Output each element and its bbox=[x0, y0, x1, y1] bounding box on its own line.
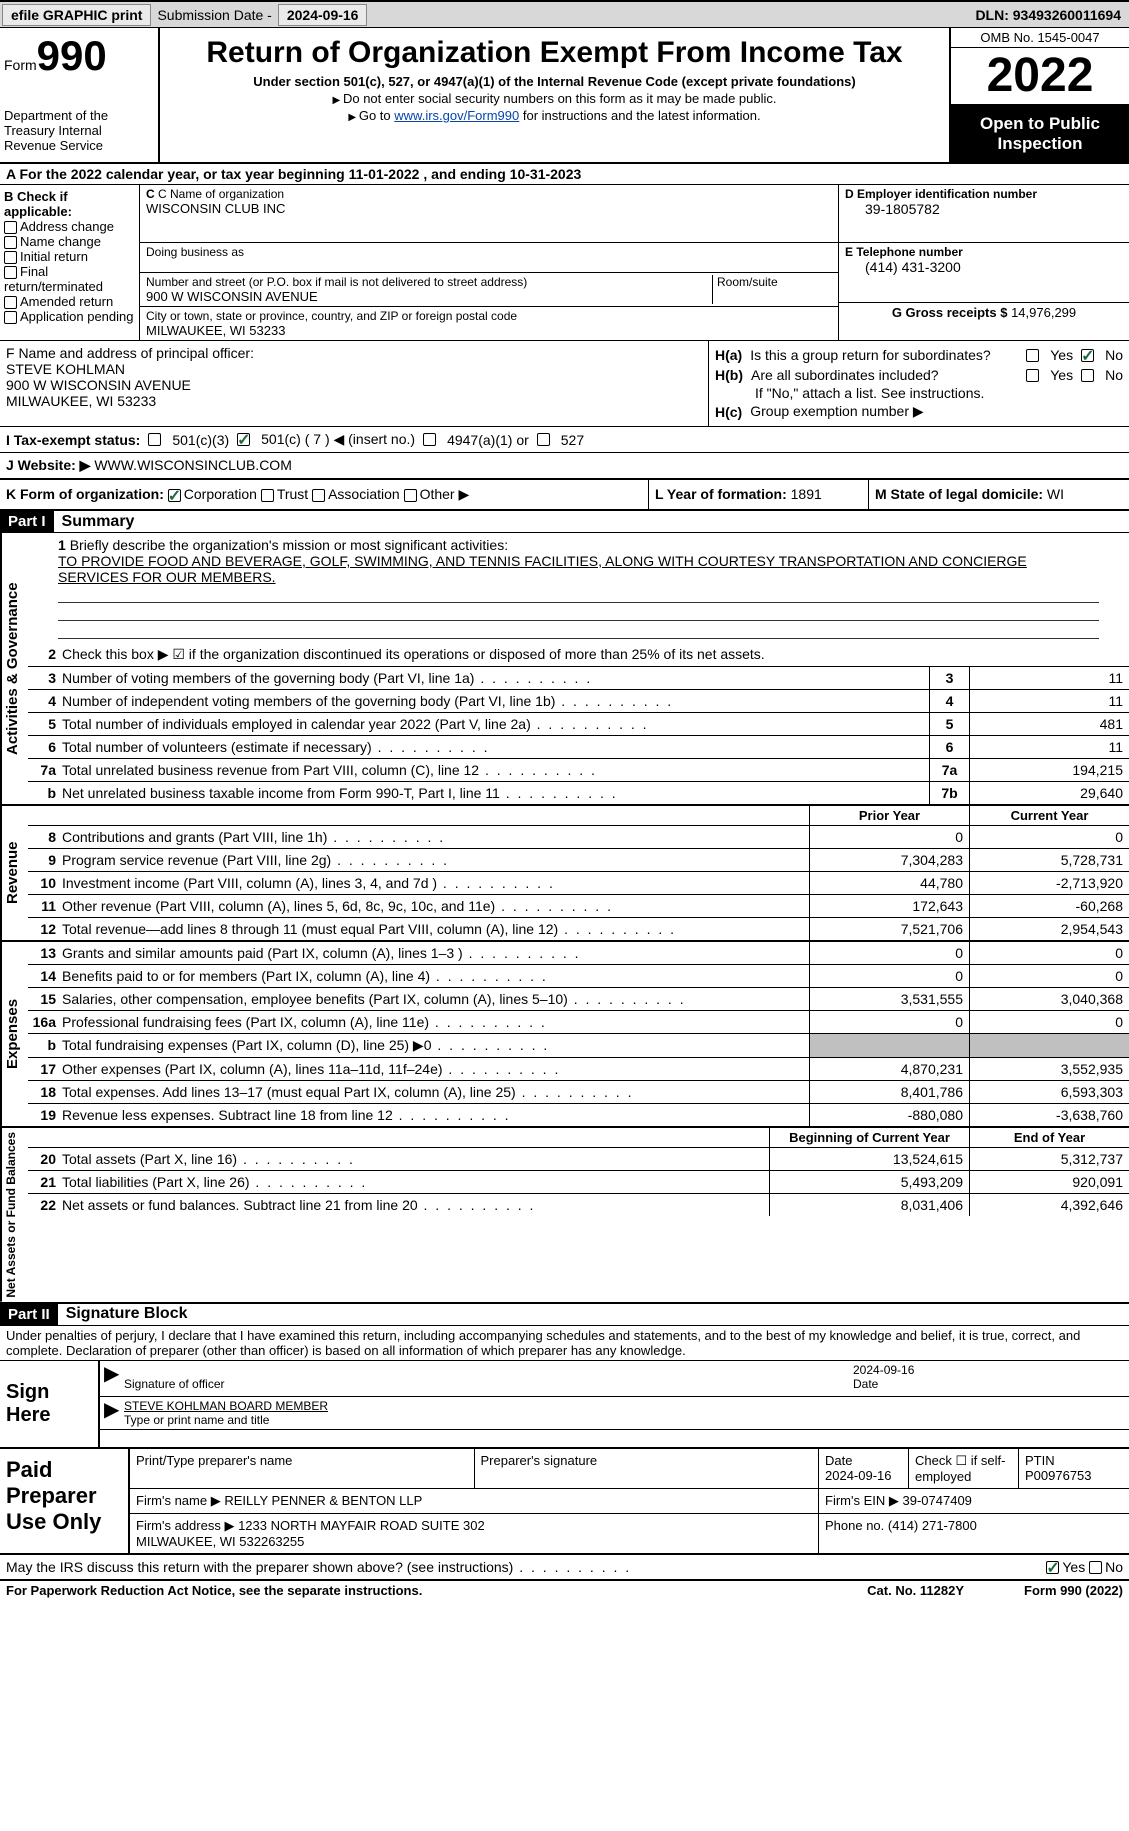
row-j-website: J Website: ▶ WWW.WISCONSINCLUB.COM bbox=[0, 453, 1129, 480]
chk-amended-return[interactable] bbox=[4, 296, 17, 309]
form-subtitle: Under section 501(c), 527, or 4947(a)(1)… bbox=[168, 74, 941, 89]
omb-number: OMB No. 1545-0047 bbox=[951, 28, 1129, 48]
submission-label: Submission Date - bbox=[153, 7, 275, 23]
chk-527[interactable] bbox=[537, 433, 550, 446]
exp-row: 14 Benefits paid to or for members (Part… bbox=[28, 965, 1129, 988]
discuss-row: May the IRS discuss this return with the… bbox=[0, 1555, 1129, 1579]
ssn-note: Do not enter social security numbers on … bbox=[168, 91, 941, 106]
paid-preparer-block: Paid Preparer Use Only Print/Type prepar… bbox=[0, 1447, 1129, 1555]
chk-discuss-yes[interactable] bbox=[1046, 1561, 1059, 1574]
rev-row: 10 Investment income (Part VIII, column … bbox=[28, 872, 1129, 895]
gov-row: 7a Total unrelated business revenue from… bbox=[28, 759, 1129, 782]
chk-ha-yes[interactable] bbox=[1026, 349, 1039, 362]
gov-row: b Net unrelated business taxable income … bbox=[28, 782, 1129, 804]
gov-row: 6 Total number of volunteers (estimate i… bbox=[28, 736, 1129, 759]
exp-row: 16a Professional fundraising fees (Part … bbox=[28, 1011, 1129, 1034]
na-row: 21 Total liabilities (Part X, line 26) 5… bbox=[28, 1171, 1129, 1194]
chk-application-pending[interactable] bbox=[4, 311, 17, 324]
efile-button[interactable]: efile GRAPHIC print bbox=[2, 4, 151, 26]
footer-bar: For Paperwork Reduction Act Notice, see … bbox=[0, 1579, 1129, 1600]
chk-final-return[interactable] bbox=[4, 266, 17, 279]
chk-address-change[interactable] bbox=[4, 221, 17, 234]
exp-row: 19 Revenue less expenses. Subtract line … bbox=[28, 1104, 1129, 1126]
side-governance: Activities & Governance bbox=[0, 533, 28, 804]
rev-row: 12 Total revenue—add lines 8 through 11 … bbox=[28, 918, 1129, 940]
chk-discuss-no[interactable] bbox=[1089, 1561, 1102, 1574]
chk-trust[interactable] bbox=[261, 489, 274, 502]
gov-row: 5 Total number of individuals employed i… bbox=[28, 713, 1129, 736]
block-revenue: Revenue Prior Year Current Year 8 Contri… bbox=[0, 806, 1129, 942]
ein-cell: D Employer identification number 39-1805… bbox=[839, 185, 1129, 243]
na-row: 22 Net assets or fund balances. Subtract… bbox=[28, 1194, 1129, 1216]
goto-note: Go to www.irs.gov/Form990 for instructio… bbox=[168, 108, 941, 123]
col-b-checkboxes: B Check if applicable: Address change Na… bbox=[0, 185, 140, 340]
exp-row: 13 Grants and similar amounts paid (Part… bbox=[28, 942, 1129, 965]
exp-row: 18 Total expenses. Add lines 13–17 (must… bbox=[28, 1081, 1129, 1104]
chk-501c3[interactable] bbox=[148, 433, 161, 446]
exp-row: 15 Salaries, other compensation, employe… bbox=[28, 988, 1129, 1011]
chk-name-change[interactable] bbox=[4, 236, 17, 249]
form-title: Return of Organization Exempt From Incom… bbox=[168, 36, 941, 70]
rev-row: 11 Other revenue (Part VIII, column (A),… bbox=[28, 895, 1129, 918]
tax-year: 2022 bbox=[951, 48, 1129, 106]
chk-501c[interactable] bbox=[237, 433, 250, 446]
side-net-assets: Net Assets or Fund Balances bbox=[0, 1128, 28, 1302]
officer-cell: F Name and address of principal officer:… bbox=[0, 341, 709, 426]
sign-here-block: Sign Here ▶Signature of officer 2024-09-… bbox=[0, 1360, 1129, 1447]
form-header: Form990 Department of the Treasury Inter… bbox=[0, 28, 1129, 164]
na-year-header: Beginning of Current Year End of Year bbox=[28, 1128, 1129, 1148]
rev-row: 9 Program service revenue (Part VIII, li… bbox=[28, 849, 1129, 872]
top-bar: efile GRAPHIC print Submission Date - 20… bbox=[0, 0, 1129, 28]
q2-row: 2 Check this box ▶ ☑ if the organization… bbox=[28, 643, 1129, 667]
phone-cell: E Telephone number (414) 431-3200 bbox=[839, 243, 1129, 303]
gov-row: 4 Number of independent voting members o… bbox=[28, 690, 1129, 713]
gov-row: 3 Number of voting members of the govern… bbox=[28, 667, 1129, 690]
part1-header: Part I Summary bbox=[0, 511, 1129, 533]
section-bcdeg: B Check if applicable: Address change Na… bbox=[0, 185, 1129, 341]
dept-label: Department of the Treasury Internal Reve… bbox=[4, 108, 154, 153]
chk-assoc[interactable] bbox=[312, 489, 325, 502]
irs-link[interactable]: www.irs.gov/Form990 bbox=[394, 108, 519, 123]
part2-header: Part II Signature Block bbox=[0, 1304, 1129, 1326]
side-revenue: Revenue bbox=[0, 806, 28, 940]
na-row: 20 Total assets (Part X, line 16) 13,524… bbox=[28, 1148, 1129, 1171]
exp-row: b Total fundraising expenses (Part IX, c… bbox=[28, 1034, 1129, 1058]
mission-row: 1 Briefly describe the organization's mi… bbox=[28, 533, 1129, 643]
exp-row: 17 Other expenses (Part IX, column (A), … bbox=[28, 1058, 1129, 1081]
row-a-period: A For the 2022 calendar year, or tax yea… bbox=[0, 164, 1129, 185]
form-number: Form990 bbox=[4, 32, 154, 80]
chk-corp[interactable] bbox=[168, 489, 181, 502]
street-cell: Number and street (or P.O. box if mail i… bbox=[140, 273, 838, 307]
chk-ha-no[interactable] bbox=[1081, 349, 1094, 362]
section-fh: F Name and address of principal officer:… bbox=[0, 341, 1129, 427]
submission-date-button[interactable]: 2024-09-16 bbox=[278, 4, 368, 26]
block-net-assets: Net Assets or Fund Balances Beginning of… bbox=[0, 1128, 1129, 1304]
chk-other[interactable] bbox=[404, 489, 417, 502]
chk-hb-yes[interactable] bbox=[1026, 369, 1039, 382]
chk-hb-no[interactable] bbox=[1081, 369, 1094, 382]
rev-year-header: Prior Year Current Year bbox=[28, 806, 1129, 826]
chk-4947[interactable] bbox=[423, 433, 436, 446]
block-governance: Activities & Governance 1 Briefly descri… bbox=[0, 533, 1129, 806]
dln: DLN: 93493260011694 bbox=[975, 7, 1129, 23]
sig-declaration: Under penalties of perjury, I declare th… bbox=[0, 1326, 1129, 1360]
row-i-tax-status: I Tax-exempt status: 501(c)(3) 501(c) ( … bbox=[0, 427, 1129, 453]
public-inspection: Open to Public Inspection bbox=[951, 106, 1129, 162]
gross-receipts-cell: G Gross receipts $ 14,976,299 bbox=[839, 303, 1129, 322]
side-expenses: Expenses bbox=[0, 942, 28, 1126]
rev-row: 8 Contributions and grants (Part VIII, l… bbox=[28, 826, 1129, 849]
chk-initial-return[interactable] bbox=[4, 251, 17, 264]
city-cell: City or town, state or province, country… bbox=[140, 307, 838, 340]
org-name-cell: C C Name of organization WISCONSIN CLUB … bbox=[140, 185, 838, 243]
block-expenses: Expenses 13 Grants and similar amounts p… bbox=[0, 942, 1129, 1128]
dba-cell: Doing business as bbox=[140, 243, 838, 273]
row-klm: K Form of organization: Corporation Trus… bbox=[0, 480, 1129, 511]
